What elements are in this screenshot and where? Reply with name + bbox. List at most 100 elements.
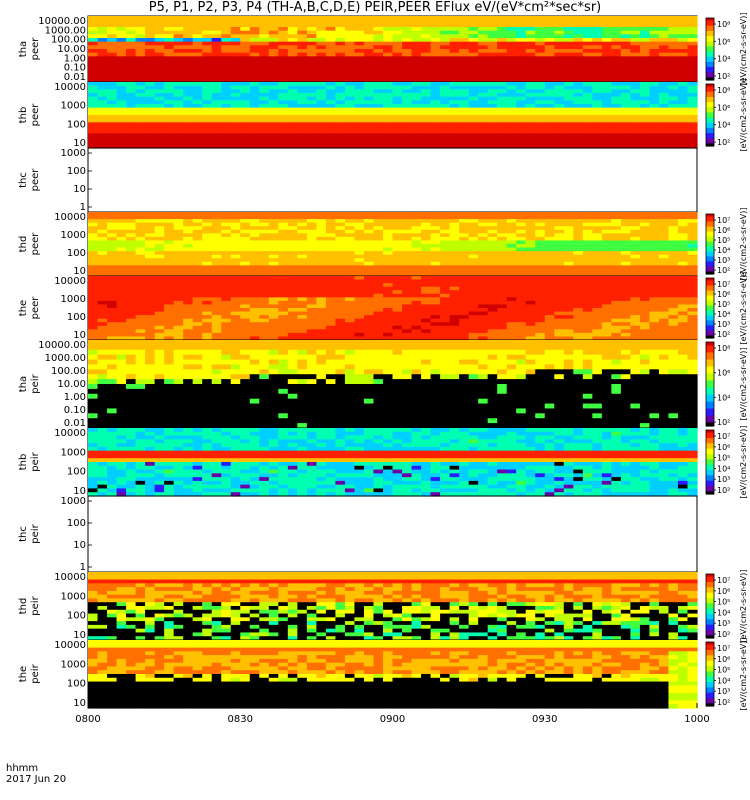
heatmap-cell [211, 315, 222, 320]
heatmap-cell [154, 336, 165, 341]
heatmap-cell [582, 104, 593, 109]
heatmap-cell [516, 233, 527, 238]
heatmap-cell [154, 261, 165, 266]
heatmap-cell [192, 247, 203, 252]
heatmap-cell [411, 251, 422, 256]
heatmap-cell [421, 311, 432, 316]
heatmap-cell [658, 325, 670, 330]
heatmap-cells [88, 276, 698, 341]
heatmap-cell [459, 82, 470, 87]
heatmap-cell [325, 104, 337, 109]
heatmap-cell [154, 52, 165, 57]
heatmap-cell [97, 276, 108, 281]
heatmap-cell [287, 336, 298, 341]
heatmap-cell [97, 236, 108, 242]
heatmap-cell [240, 251, 251, 256]
heatmap-cell [601, 332, 612, 338]
heatmap-cell [278, 126, 289, 131]
heatmap-cell [620, 215, 631, 220]
heatmap-cell [535, 276, 546, 281]
colorbar-segment [706, 249, 714, 253]
heatmap-cell [649, 315, 660, 320]
y-axis-tick-label: 1000 [61, 294, 86, 305]
heatmap-cell [164, 349, 175, 356]
heatmap-cell [535, 268, 546, 274]
heatmap-cell [173, 344, 184, 351]
heatmap-cell [202, 30, 213, 35]
panel-probe-label: tha [18, 41, 29, 57]
heatmap-cell [363, 126, 375, 131]
heatmap-cell [449, 27, 460, 32]
heatmap-cell [297, 272, 308, 277]
heatmap-cell [335, 247, 346, 252]
heatmap-cell [487, 332, 498, 338]
heatmap-cell [411, 115, 422, 120]
heatmap-cell [173, 236, 184, 242]
heatmap-cell [287, 78, 298, 83]
heatmap-cell [620, 82, 631, 87]
heatmap-cell [316, 286, 327, 291]
heatmap-cell [544, 60, 555, 65]
heatmap-cell [677, 107, 689, 112]
heatmap-cell [88, 60, 99, 65]
heatmap-cell [668, 229, 679, 234]
heatmap-cell [297, 56, 308, 61]
heatmap-cell [563, 344, 574, 351]
heatmap-cell [573, 240, 584, 245]
heatmap-cell [297, 222, 308, 227]
heatmap-cell [516, 315, 527, 320]
heatmap-cell [668, 308, 679, 313]
heatmap-cell [325, 322, 337, 327]
heatmap-cell [430, 268, 441, 274]
heatmap-cell [449, 229, 460, 234]
heatmap-cell [230, 23, 241, 28]
heatmap-cell [107, 49, 118, 54]
heatmap-cell [192, 30, 203, 35]
heatmap-cell [268, 304, 279, 309]
heatmap-cell [363, 226, 375, 231]
heatmap-cell [382, 344, 394, 351]
heatmap-cell [449, 67, 460, 72]
heatmap-cell [316, 265, 327, 270]
heatmap-cell [97, 27, 108, 32]
heatmap-cell [107, 308, 118, 313]
heatmap-cell [449, 272, 460, 277]
heatmap-cell [278, 212, 289, 217]
heatmap-cell [478, 137, 489, 142]
heatmap-cell [544, 236, 555, 242]
heatmap-cell [402, 137, 413, 142]
heatmap-cell [649, 60, 660, 65]
heatmap-cell [344, 233, 356, 238]
heatmap-cell [268, 251, 279, 256]
heatmap-cell [601, 34, 612, 39]
heatmap-cell [97, 78, 108, 83]
heatmap-cell [363, 258, 375, 263]
heatmap-cell [382, 254, 394, 259]
heatmap-cell [601, 265, 612, 270]
heatmap-cell [183, 67, 194, 72]
colorbar-segment [706, 51, 714, 55]
heatmap-cell [525, 244, 536, 249]
heatmap-cell [516, 74, 527, 79]
heatmap-cell [126, 85, 137, 90]
heatmap-cell [468, 344, 479, 351]
heatmap-cell [240, 118, 251, 123]
heatmap-cell [373, 265, 384, 270]
heatmap-cell [278, 304, 289, 309]
heatmap-cell [259, 222, 270, 227]
heatmap-cell [335, 283, 346, 288]
heatmap-cell [183, 140, 194, 145]
heatmap-cell [630, 325, 641, 330]
heatmap-cell [478, 41, 489, 46]
heatmap-cell [430, 49, 441, 54]
heatmap-cell [620, 67, 631, 72]
heatmap-cell [363, 107, 375, 112]
heatmap-cell [525, 23, 536, 28]
heatmap-cell [126, 74, 137, 79]
heatmap-cell [230, 129, 241, 134]
heatmap-cell [126, 332, 137, 338]
heatmap-cell [354, 251, 365, 256]
heatmap-cell [221, 140, 232, 145]
heatmap-cell [506, 137, 517, 142]
heatmap-cell [202, 215, 213, 220]
